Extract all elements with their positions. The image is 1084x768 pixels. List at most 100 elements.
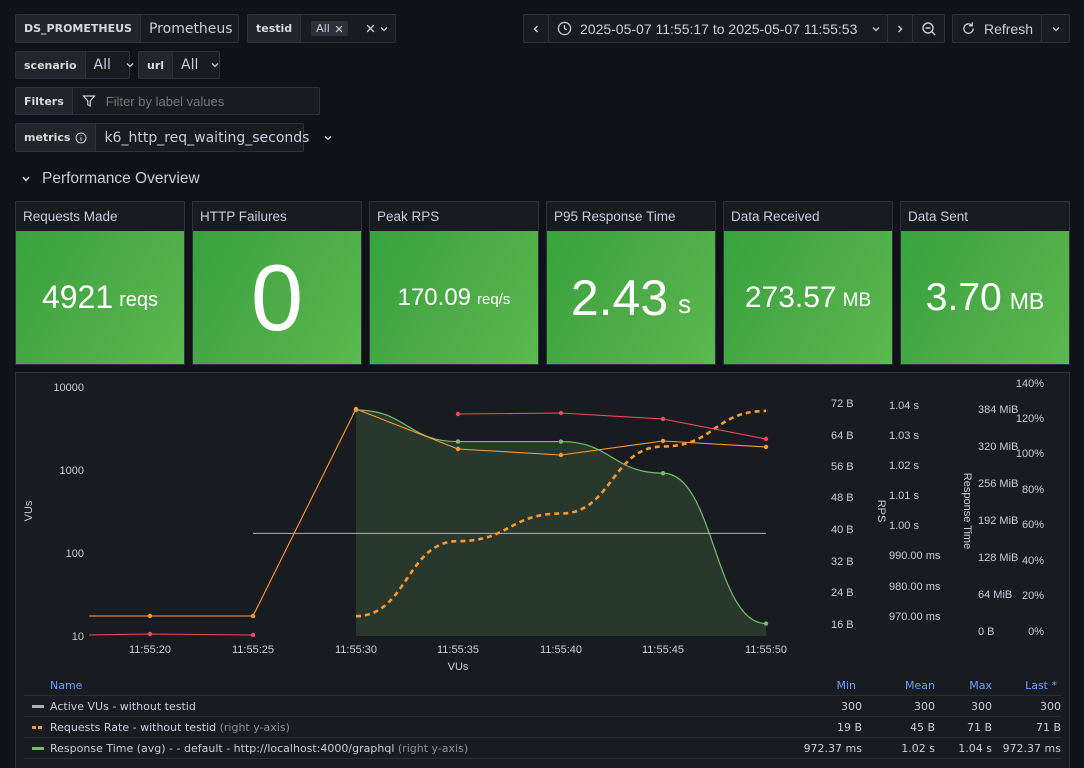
metrics-select[interactable]: k6_http_req_waiting_seconds xyxy=(96,124,341,151)
response-tick-label: 970.00 ms xyxy=(889,611,941,623)
stat-panel-p95-response[interactable]: P95 Response Time 2.43 s xyxy=(546,201,716,365)
scenario-variable[interactable]: scenario All xyxy=(15,51,134,79)
x-axis-label: VUs xyxy=(448,661,469,673)
response-time-point xyxy=(763,621,769,626)
legend-last: 300 xyxy=(1040,699,1061,713)
filters-label: Filters xyxy=(16,88,73,114)
response-tick-label: 990.00 ms xyxy=(889,550,941,562)
response-tick-label: 1.00 s xyxy=(889,520,919,532)
y-tick-label: 10000 xyxy=(53,382,84,394)
x-tick-label: 11:55:20 xyxy=(129,644,171,656)
stat-unit: reqs xyxy=(119,289,159,311)
ram-tick-label: 256 MiB xyxy=(978,478,1018,490)
scenario-select[interactable]: All xyxy=(86,52,143,78)
metrics-variable[interactable]: metrics k6_http_req_waiting_seconds xyxy=(15,123,332,152)
pct-tick-label: 80% xyxy=(1022,484,1044,496)
time-forward-button[interactable] xyxy=(887,14,913,43)
filters-variable[interactable]: Filters xyxy=(15,87,320,115)
legend-series-suffix: (right y-axis) xyxy=(397,741,469,755)
orange-trace-point xyxy=(763,444,769,450)
legend-row[interactable]: Active VUs - without testid 300 300 300 … xyxy=(24,695,1061,716)
legend-max: 1.04 s xyxy=(958,741,992,755)
testid-variable[interactable]: testid All xyxy=(247,14,396,43)
legend-mean: 45 B xyxy=(909,720,935,734)
response-tick-label: 1.03 s xyxy=(889,430,919,442)
legend-mean: 1.02 s xyxy=(901,741,935,755)
rps-tick-label: 24 B xyxy=(831,587,854,599)
response-tick-label: 1.02 s xyxy=(889,460,919,472)
legend-header-last[interactable]: Last * xyxy=(1025,679,1057,692)
timeseries-panel[interactable]: 10000 1000 100 10 VUs 11:55:20 11:55:25 11:55:3… xyxy=(15,372,1070,768)
testid-chip[interactable]: All xyxy=(311,21,348,36)
red-trace-point xyxy=(250,632,256,638)
chip-remove-icon[interactable] xyxy=(335,25,343,33)
legend-min: 300 xyxy=(841,699,862,713)
legend-series-name: Active VUs - without testid xyxy=(50,699,196,713)
legend-min: 19 B xyxy=(836,720,862,734)
metrics-label: metrics xyxy=(16,124,97,151)
orange-trace-point xyxy=(250,613,256,619)
legend-row[interactable]: Requests Rate - without testid (right y-… xyxy=(24,716,1061,737)
rps-tick-label: 56 B xyxy=(831,461,854,473)
stat-panel-requests[interactable]: Requests Made 4921 reqs xyxy=(15,201,185,365)
red-trace-line xyxy=(457,412,767,440)
stat-panel-peak-rps[interactable]: Peak RPS 170.09 req/s xyxy=(369,201,539,365)
legend-row[interactable]: Response Time (avg) - - default - http:/… xyxy=(24,737,1061,758)
scenario-value: All xyxy=(93,57,111,73)
zoom-out-button[interactable] xyxy=(912,14,945,43)
time-range-picker[interactable]: 2025-05-07 11:55:17 to 2025-05-07 11:55:… xyxy=(548,14,888,43)
legend-swatch xyxy=(32,747,44,750)
datasource-value: Prometheus xyxy=(148,20,233,37)
chevron-right-icon xyxy=(898,25,903,32)
stat-value: 0 xyxy=(250,244,304,350)
legend-last: 972.37 ms xyxy=(1002,741,1061,755)
time-back-button[interactable] xyxy=(523,14,549,43)
legend-header-min[interactable]: Min xyxy=(836,679,856,692)
orange-trace-point xyxy=(558,452,564,458)
row-title: Performance Overview xyxy=(42,170,200,187)
red-trace-point xyxy=(660,416,666,422)
row-header[interactable]: Performance Overview xyxy=(20,170,200,188)
stat-value: 4921 xyxy=(41,279,114,315)
stat-title: Data Received xyxy=(731,209,820,224)
x-tick-label: 11:55:40 xyxy=(540,644,582,656)
x-tick-label: 11:55:35 xyxy=(437,644,479,656)
red-trace-point xyxy=(455,411,461,417)
pct-tick-label: 0% xyxy=(1028,626,1044,638)
clear-icon[interactable] xyxy=(366,24,375,33)
stat-panel-http-failures[interactable]: HTTP Failures 0 xyxy=(192,201,362,365)
x-tick-label: 11:55:50 xyxy=(745,644,787,656)
legend-header-name[interactable]: Name xyxy=(50,679,83,692)
datasource-variable[interactable]: DS_PROMETHEUS Prometheus xyxy=(15,14,258,43)
url-select[interactable]: All xyxy=(173,52,228,78)
requests-rate-line xyxy=(355,409,767,618)
response-tick-label: 1.01 s xyxy=(889,490,919,502)
timeseries-chart[interactable]: 10000 1000 100 10 VUs 11:55:20 11:55:25 11:55:3… xyxy=(16,373,1069,673)
pct-tick-label: 40% xyxy=(1022,555,1044,567)
stat-unit: MB xyxy=(1009,288,1045,314)
pct-tick-label: 100% xyxy=(1016,448,1044,460)
stat-panel-data-sent[interactable]: Data Sent 3.70 MB xyxy=(900,201,1070,365)
legend-header-mean[interactable]: Mean xyxy=(905,679,935,692)
chevron-down-icon xyxy=(324,135,332,140)
scenario-variable-label: scenario xyxy=(16,52,86,78)
chevron-down-icon xyxy=(1052,26,1059,31)
legend-swatch xyxy=(32,726,44,729)
stat-panel-data-received[interactable]: Data Received 273.57 MB xyxy=(723,201,893,365)
info-icon[interactable] xyxy=(75,132,87,144)
legend-max: 71 B xyxy=(966,720,992,734)
orange-trace-line xyxy=(89,408,767,617)
response-axis-label: Response Time xyxy=(961,473,973,549)
legend-header-max[interactable]: Max xyxy=(969,679,992,692)
url-variable[interactable]: url All xyxy=(138,51,220,79)
testid-variable-label: testid xyxy=(248,15,302,42)
refresh-button[interactable]: Refresh xyxy=(952,14,1042,43)
x-tick-label: 11:55:45 xyxy=(642,644,684,656)
legend-max: 300 xyxy=(971,699,992,713)
response-time-point xyxy=(660,470,666,476)
stat-title: P95 Response Time xyxy=(554,209,676,224)
stat-title: Data Sent xyxy=(908,209,969,224)
filters-input[interactable] xyxy=(105,93,306,109)
refresh-interval-button[interactable] xyxy=(1041,14,1070,43)
pct-tick-label: 60% xyxy=(1022,519,1044,531)
